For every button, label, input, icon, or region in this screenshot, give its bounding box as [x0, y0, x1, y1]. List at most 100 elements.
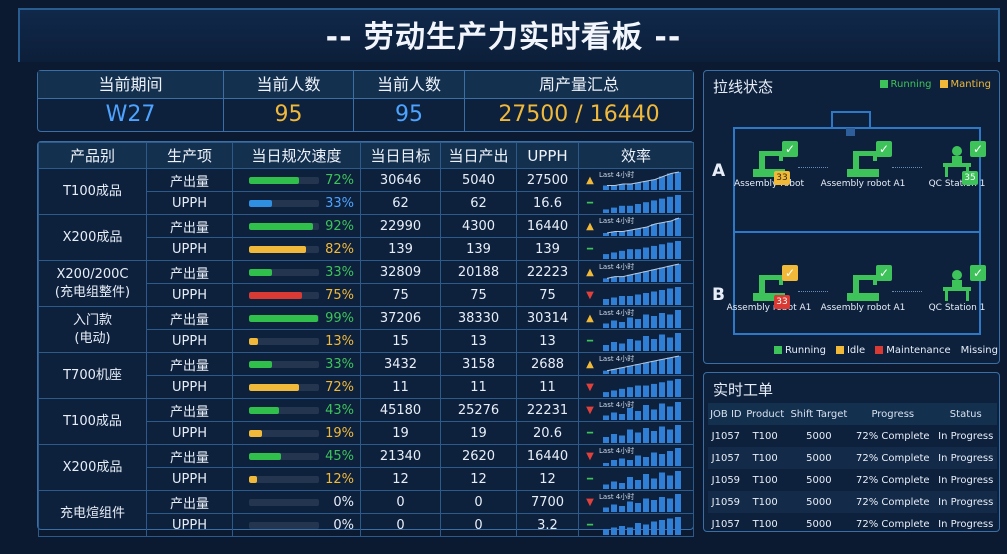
- efficiency-wrap: ▲ Last 4小时: [579, 261, 693, 283]
- job-row[interactable]: J1057 T100 5000 72% Complete In Progress: [708, 447, 997, 469]
- sparkline-bar: [659, 313, 665, 328]
- station: QC Station 1: [914, 143, 1000, 189]
- sparkline: Last 4小时: [597, 445, 689, 467]
- table-row: 入门款 (电动) 产出量 99% 37206 38330 30314 ▲ Last 4小时: [38, 306, 694, 353]
- job-progress: 72% Complete: [855, 430, 930, 442]
- efficiency-wrap: ━: [579, 422, 693, 444]
- sparkline-bar: [635, 273, 641, 282]
- job-row[interactable]: J1057 T100 5000 72% Complete In Progress: [708, 425, 997, 447]
- check-icon: ✓: [782, 265, 798, 281]
- sparkline-bar: [635, 294, 641, 305]
- sparkline-bar: [643, 362, 649, 374]
- job-row[interactable]: J1059 T100 5000 72% Complete In Progress: [708, 469, 997, 491]
- sparkline-bar: [667, 196, 673, 213]
- sparkline-label: Last 4小时: [599, 447, 635, 455]
- station: QC Station 1: [914, 267, 1000, 313]
- dash-icon: ━: [586, 197, 594, 209]
- efficiency-wrap: ▲ Last 4小时: [579, 353, 693, 375]
- sparkline-bar: [659, 244, 665, 259]
- summary-panel: 当前期间 W27 当前人数 95 当前人数 95 周产量汇总 27500 / 1…: [37, 70, 694, 132]
- progress-fill: [249, 383, 300, 391]
- target-value: 139: [360, 237, 441, 261]
- job-row[interactable]: J1057 T100 5000 72% Complete In Progress: [708, 513, 997, 535]
- progress-bar: [249, 383, 319, 391]
- table-row: UPPH 13% 15 13 13 ━: [39, 329, 694, 353]
- speed-cell: 33%: [232, 260, 361, 284]
- sparkline-bar: [627, 501, 633, 512]
- progress-bar: [249, 498, 319, 506]
- sparkline-bar: [659, 382, 665, 397]
- product-name-text: X200成品: [62, 459, 123, 475]
- speed-bar-wrap: 0%: [233, 518, 360, 533]
- product-name-text: T100成品: [63, 183, 122, 199]
- efficiency-wrap: ▲ Last 4小时: [579, 169, 693, 191]
- job-id: J1059: [711, 474, 741, 486]
- sparkline-bar: [619, 322, 625, 328]
- sparkline-label: Last 4小时: [599, 171, 635, 179]
- robot-icon: [843, 143, 883, 177]
- job-target: 5000: [806, 430, 832, 442]
- entrance-marker: [846, 128, 855, 136]
- sparkline-bar: [611, 252, 617, 259]
- progress-fill: [249, 176, 300, 184]
- robot-icon: [749, 143, 789, 177]
- job-row[interactable]: J1059 T100 5000 72% Complete In Progress: [708, 491, 997, 513]
- legend-label: Idle: [846, 345, 866, 356]
- sparkline-bar: [643, 314, 649, 328]
- progress-bar: [249, 406, 319, 414]
- job-header-progress: Progress: [851, 403, 935, 425]
- upph-value: 3.2: [516, 513, 579, 537]
- job-status: In Progress: [934, 491, 997, 513]
- sparkline-bar: [643, 524, 649, 535]
- sparkline-bar: [659, 454, 665, 466]
- sparkline-bar: [643, 336, 649, 351]
- dash-icon: ━: [586, 473, 594, 485]
- progress-fill: [249, 337, 259, 345]
- station-count-badge: 33: [774, 295, 790, 309]
- target-value: 15: [360, 329, 441, 353]
- sparkline-bar: [611, 231, 617, 236]
- item-label: UPPH: [146, 421, 233, 445]
- legend-idle: Idle: [835, 345, 866, 356]
- station: Assembly robot A1: [820, 143, 906, 189]
- speed-cell: 19%: [232, 421, 361, 445]
- sparkline-bar: [635, 364, 641, 374]
- progress-percent: 33%: [325, 264, 354, 280]
- sparkline-bar: [651, 269, 657, 282]
- speed-bar-wrap: 19%: [233, 426, 360, 441]
- progress-fill: [249, 268, 273, 276]
- speed-bar-wrap: 45%: [233, 449, 360, 464]
- production-table: 产品别 生产项 当日规次速度 当日目标 当日产出 UPPH 效率 T100成品产…: [38, 142, 694, 537]
- summary-headcount: 当前人数 95: [224, 71, 354, 131]
- station-count-badge: 33: [774, 171, 790, 185]
- sparkline-bar: [643, 457, 649, 466]
- header-product: 产品别: [38, 142, 147, 169]
- sparkline-bar: [611, 504, 617, 512]
- job-id: J1057: [711, 430, 741, 442]
- speed-cell: 99%: [232, 306, 361, 330]
- sparkline-bar: [643, 202, 649, 213]
- speed-cell: 33%: [232, 191, 361, 215]
- header-speed: 当日规次速度: [232, 142, 361, 169]
- sparkline-bar: [667, 475, 673, 489]
- progress-fill: [249, 222, 314, 230]
- job-product: T100: [752, 518, 778, 530]
- summary-value: 27500 / 16440: [498, 102, 660, 127]
- summary-weekly-output: 周产量汇总 27500 / 16440: [465, 71, 693, 131]
- efficiency-cell: ━: [578, 467, 694, 491]
- job-id: J1057: [711, 518, 741, 530]
- sparkline-bar: [675, 333, 681, 351]
- sparkline-chart: [603, 310, 681, 328]
- output-value: 3158: [440, 352, 517, 376]
- progress-fill: [249, 314, 319, 322]
- sparkline-bar: [627, 317, 633, 328]
- progress-percent: 82%: [325, 241, 354, 257]
- sparkline-bar: [667, 380, 673, 397]
- sparkline-chart: [603, 333, 681, 351]
- efficiency-cell: ━: [578, 237, 694, 261]
- summary-label: 周产量汇总: [465, 71, 693, 99]
- speed-bar-wrap: 33%: [233, 357, 360, 372]
- station: Assembly robot A1: [820, 267, 906, 313]
- progress-percent: 72%: [325, 172, 354, 188]
- efficiency-wrap: ▲ Last 4小时: [579, 307, 693, 329]
